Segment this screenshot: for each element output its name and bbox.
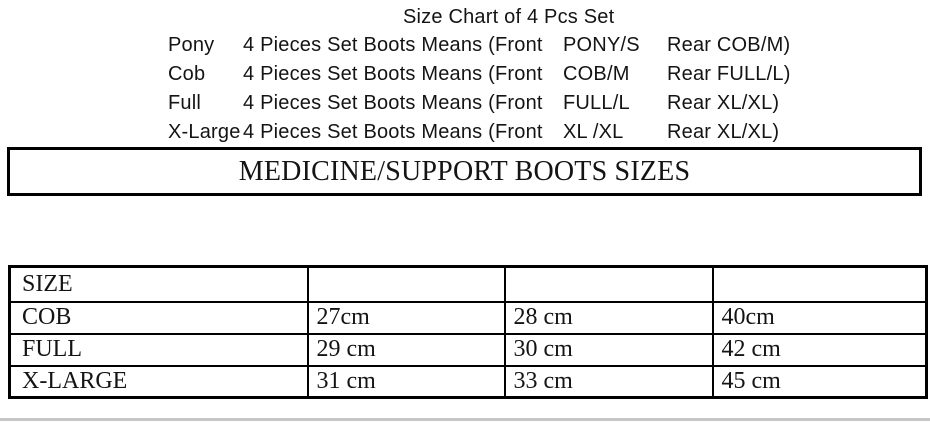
scan-shadow-line: [0, 418, 930, 421]
set-line-means: 4 Pieces Set Boots Means (Front: [243, 121, 543, 143]
set-line-rear-size: Rear FULL/L): [667, 63, 791, 85]
table-cell-size-label: FULL: [8, 332, 309, 367]
table-header-cell-empty: [306, 265, 506, 303]
table-cell-measurement: 27cm: [306, 300, 506, 335]
table-cell-size-label: X-LARGE: [8, 364, 309, 399]
table-row-full: FULL 29 cm 30 cm 42 cm: [8, 332, 928, 367]
set-line-rear-size: Rear XL/XL): [667, 92, 780, 114]
set-line-means: 4 Pieces Set Boots Means (Front: [243, 63, 543, 85]
table-row-cob: COB 27cm 28 cm 40cm: [8, 300, 928, 335]
set-line-xlarge: X-Large 4 Pieces Set Boots Means (Front …: [168, 118, 930, 147]
set-line-rear-size: Rear COB/M): [667, 34, 791, 56]
table-header-cell-empty: [503, 265, 714, 303]
table-header-row: SIZE: [8, 265, 928, 303]
table-header-cell-size: SIZE: [8, 265, 309, 303]
set-line-front-size: FULL/L: [563, 92, 630, 114]
set-line-means: 4 Pieces Set Boots Means (Front: [243, 34, 543, 56]
set-line-cob: Cob 4 Pieces Set Boots Means (Front COB/…: [168, 60, 930, 89]
table-cell-measurement: 42 cm: [711, 332, 928, 367]
size-table: SIZE COB 27cm 28 cm 40cm FULL 29 cm 30 c…: [8, 265, 928, 399]
size-chart-title: Size Chart of 4 Pcs Set: [403, 6, 615, 28]
medicine-support-banner: MEDICINE/SUPPORT BOOTS SIZES: [7, 147, 922, 196]
table-cell-measurement: 29 cm: [306, 332, 506, 367]
set-line-label: Pony: [168, 34, 215, 56]
table-cell-size-label: COB: [8, 300, 309, 335]
set-line-pony: Pony 4 Pieces Set Boots Means (Front PON…: [168, 31, 930, 60]
banner-title: MEDICINE/SUPPORT BOOTS SIZES: [238, 155, 691, 187]
table-row-xlarge: X-LARGE 31 cm 33 cm 45 cm: [8, 364, 928, 399]
table-cell-measurement: 30 cm: [503, 332, 714, 367]
set-line-means: 4 Pieces Set Boots Means (Front: [243, 92, 543, 114]
table-cell-measurement: 33 cm: [503, 364, 714, 399]
set-line-rear-size: Rear XL/XL): [667, 121, 780, 143]
set-line-label: X-Large: [168, 121, 241, 143]
set-line-front-size: XL /XL: [563, 121, 624, 143]
set-line-label: Full: [168, 92, 202, 114]
set-description-lines: Pony 4 Pieces Set Boots Means (Front PON…: [168, 31, 930, 147]
table-cell-measurement: 28 cm: [503, 300, 714, 335]
set-line-front-size: COB/M: [563, 63, 630, 85]
table-cell-measurement: 40cm: [711, 300, 928, 335]
set-line-label: Cob: [168, 63, 206, 85]
set-line-full: Full 4 Pieces Set Boots Means (Front FUL…: [168, 89, 930, 118]
table-cell-measurement: 45 cm: [711, 364, 928, 399]
table-header-cell-empty: [711, 265, 928, 303]
set-line-front-size: PONY/S: [563, 34, 640, 56]
top-section: Size Chart of 4 Pcs Set Pony 4 Pieces Se…: [0, 5, 930, 147]
table-cell-measurement: 31 cm: [306, 364, 506, 399]
